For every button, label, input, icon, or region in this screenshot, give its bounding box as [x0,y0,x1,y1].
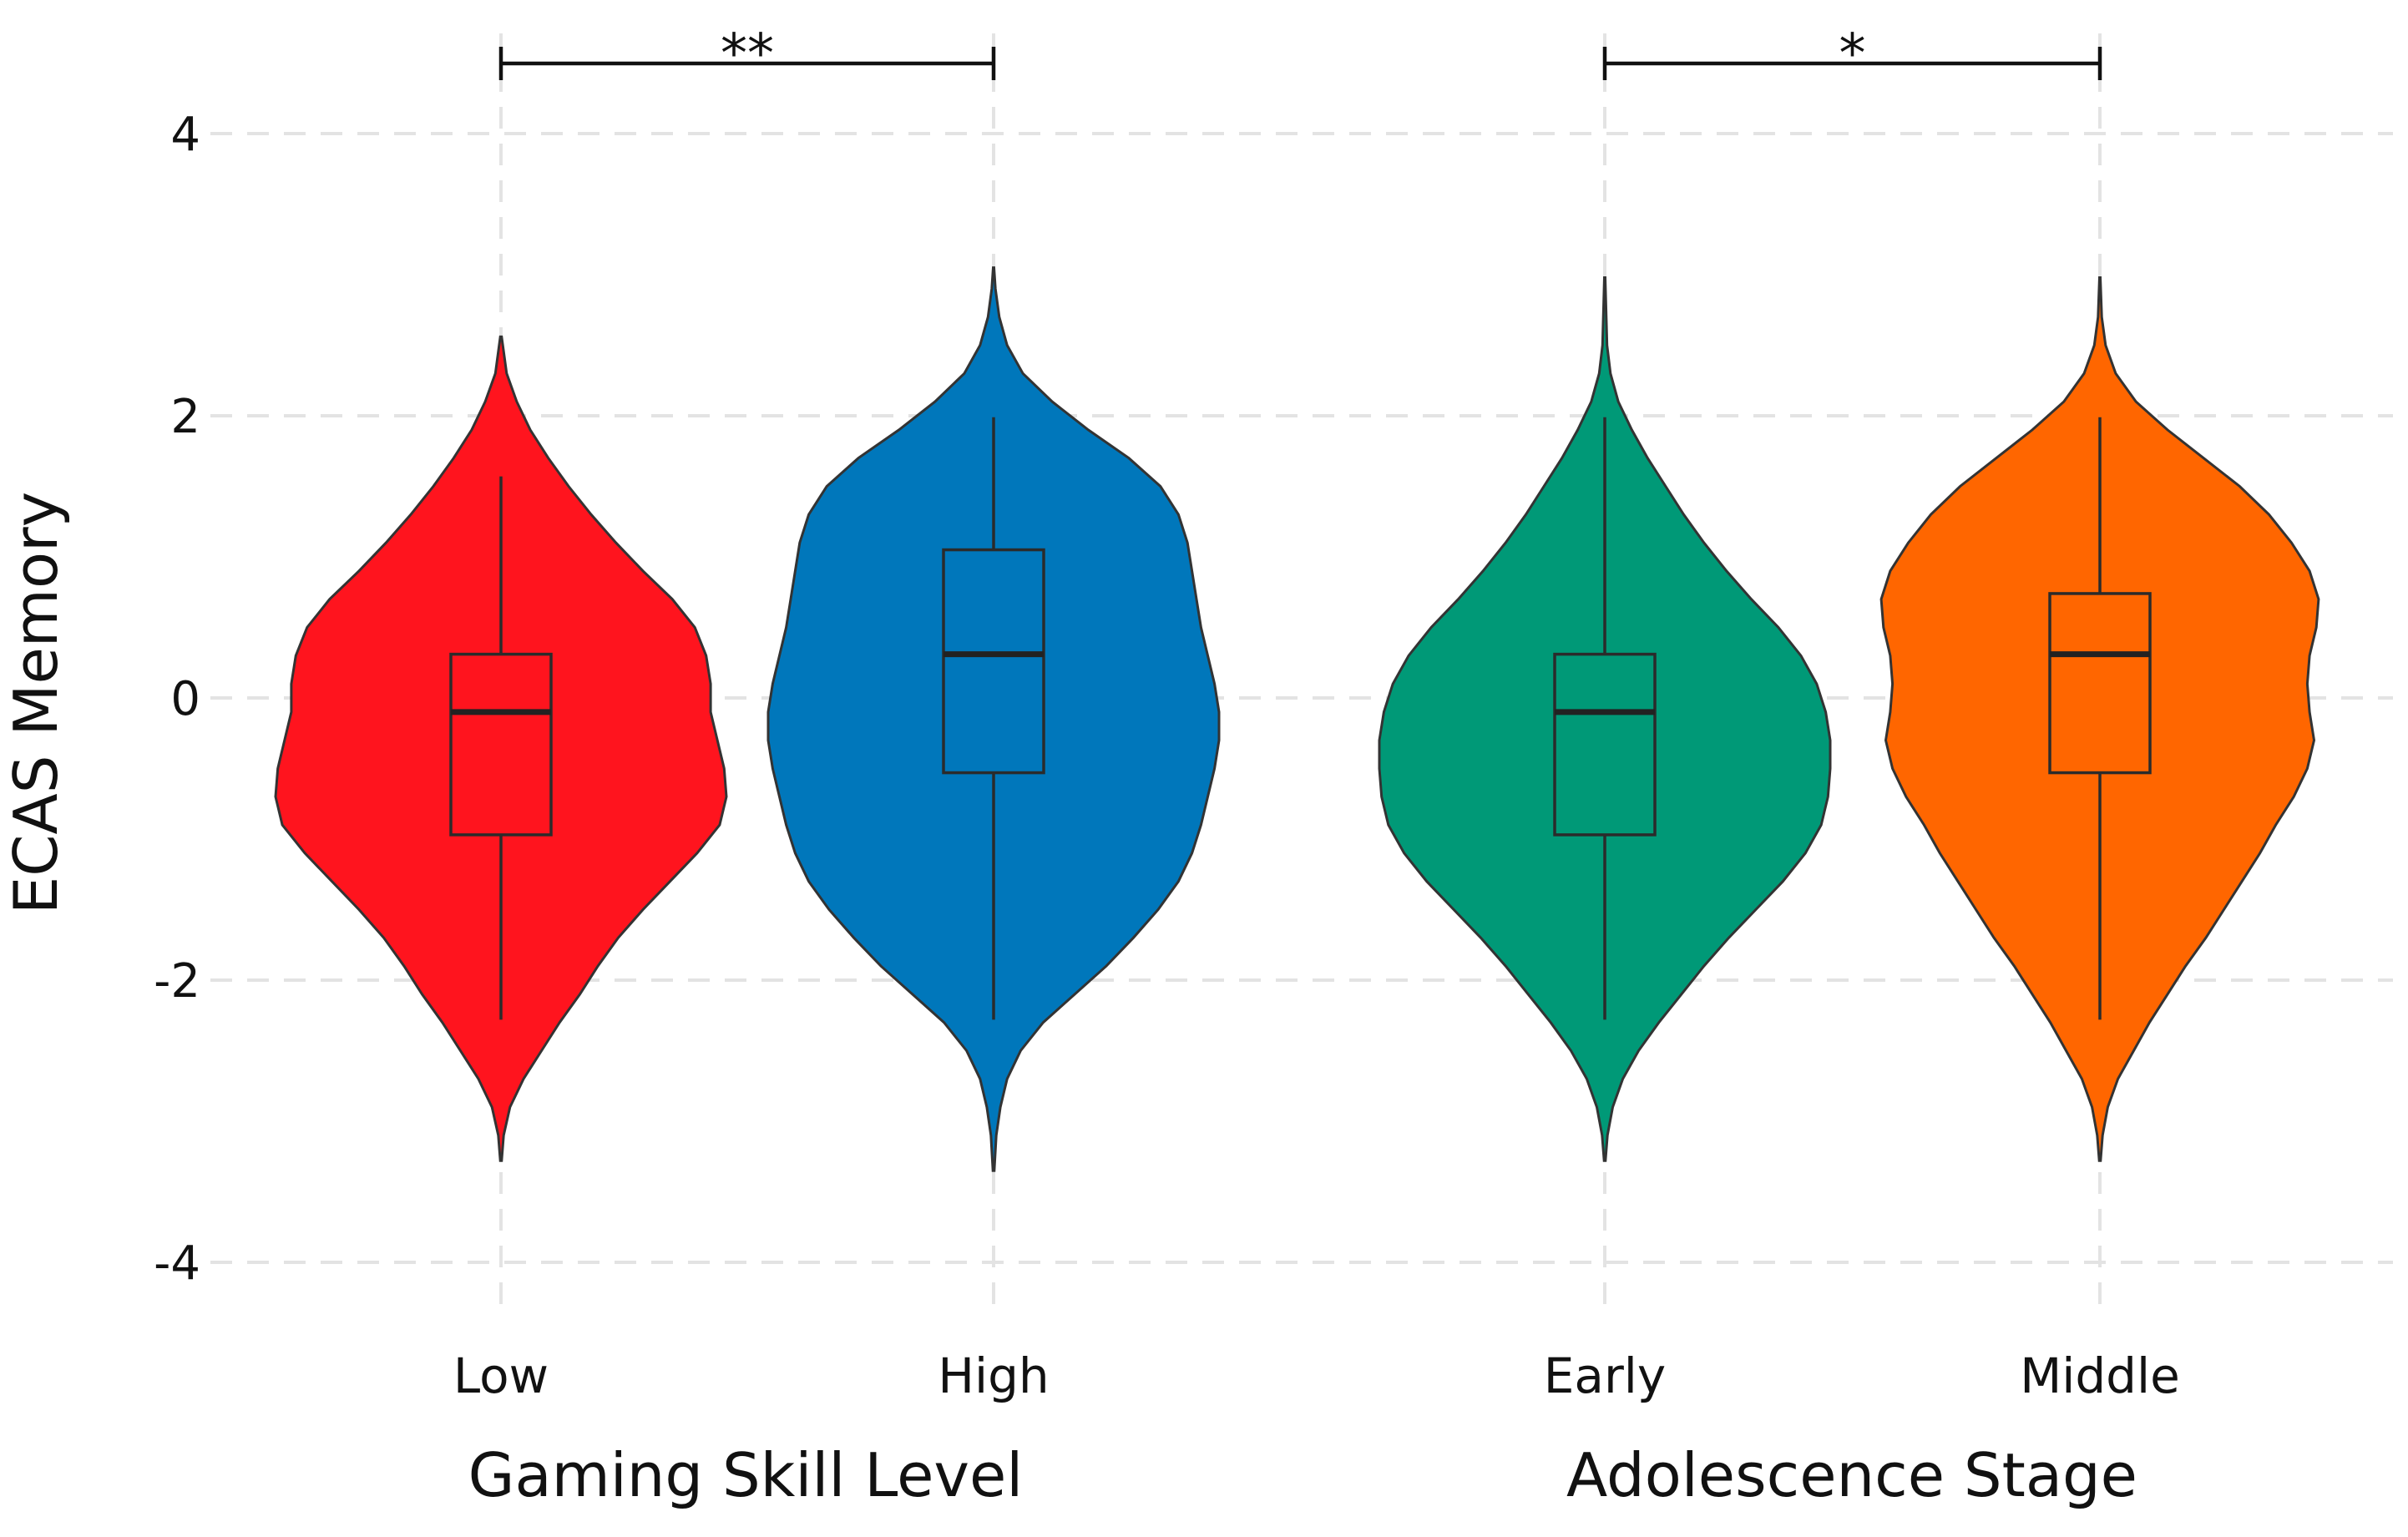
x-tick-label: Middle [2020,1347,2180,1404]
significance-layer: ** * [498,23,2102,85]
y-tick-label: 0 [170,672,200,726]
box-iqr [942,548,1045,775]
x-tick-label: High [938,1347,1049,1404]
box-iqr [2048,592,2152,775]
x-axis-title: Gaming Skill Level [468,1440,1024,1510]
x-tick-label: Early [1544,1347,1666,1404]
y-tick-label: -4 [154,1236,200,1291]
y-tick-label: 2 [170,390,200,444]
box-iqr [1553,652,1657,837]
violins-layer [274,266,2320,1172]
labels-layer: -4 -2 0 2 4 Low High Gaming Skill Level Early Mid… [154,108,2180,1510]
x-axis-title: Adolescence Stage [1566,1440,2137,1510]
violin-early [1378,276,1832,1162]
violin-low [274,335,728,1162]
significance-bracket [1602,47,2102,80]
x-tick-label: Low [453,1347,549,1404]
violin-high [766,266,1221,1172]
box-iqr [449,652,553,837]
significance-label: * [1839,23,1866,85]
boxplots-layer [449,417,2152,1020]
significance-label: ** [721,23,774,85]
y-axis-title: ECAS Memory [1,492,71,914]
y-tick-label: -2 [154,954,200,1009]
significance-bracket [498,47,996,80]
y-tick-label: 4 [170,108,200,162]
violin-middle [1879,276,2320,1162]
